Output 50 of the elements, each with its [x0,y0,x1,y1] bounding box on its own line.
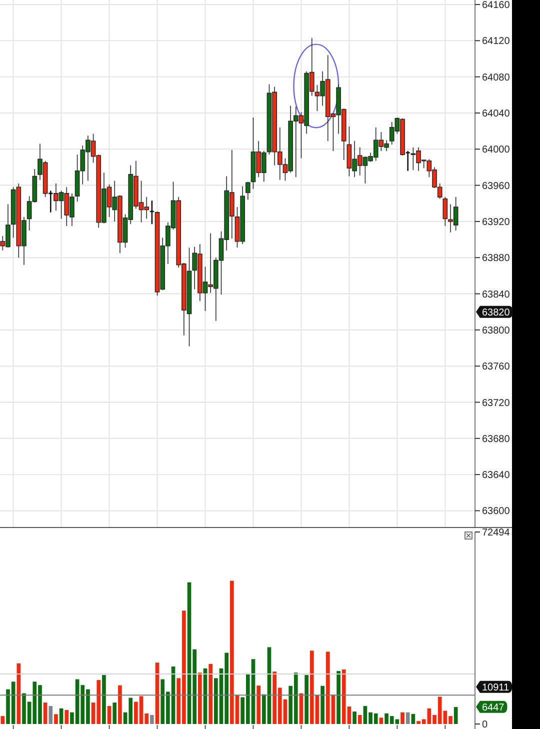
y-tick-label: 63880 [482,253,510,264]
bar [112,702,117,724]
bar [43,702,48,724]
y-tick-label: 64160 [482,0,510,12]
bar [379,718,384,724]
candlestick [245,181,250,200]
candlestick [405,150,411,172]
candlestick [149,200,155,225]
bar [198,672,202,724]
bar [454,707,458,724]
candlestick [48,190,54,214]
bar [304,675,308,724]
y-tick-label: 64000 [482,144,510,156]
bar [400,712,404,724]
bar [320,686,324,724]
bar [256,686,260,724]
y-tick-label: 63800 [482,325,510,336]
bar [208,664,213,724]
bar [48,706,53,724]
y-tick-label: 64120 [482,36,510,48]
bar [118,685,122,724]
y-tick-label: 72494 [482,528,510,538]
y-tick-label: 63840 [482,289,510,300]
y-tick-label: 63760 [482,362,510,373]
candlestick [442,196,448,226]
bar [59,708,64,724]
y-tick-label: 64040 [482,108,510,120]
bar [352,712,356,724]
y-tick-label: 63920 [482,216,510,228]
y-tick-label: 63640 [482,470,510,482]
y-tick-label: 63600 [482,506,510,518]
y-tick-label: 63820 [482,307,510,318]
bar [107,706,112,724]
bar [411,714,416,724]
bar [16,663,21,724]
y-tick-label: 63680 [482,434,510,445]
y-tick-label: 64080 [482,72,510,84]
bar [102,675,106,724]
bar [54,714,58,724]
y-tick-label: 63960 [482,180,510,192]
y-tick-label: 6447 [482,702,505,714]
y-tick-label: 0 [482,720,488,729]
bar [358,714,362,724]
bar [150,714,154,724]
bar [0,716,5,724]
bar [336,671,340,724]
bar [64,710,69,724]
bar [406,712,410,724]
y-tick-label: 63720 [482,398,510,409]
ref-line-label: 10911 [482,682,510,694]
